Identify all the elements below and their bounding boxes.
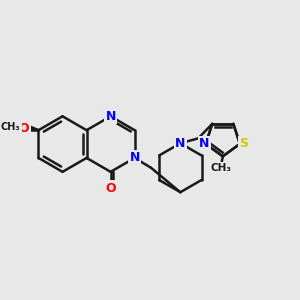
Text: N: N bbox=[130, 152, 140, 164]
Text: N: N bbox=[105, 110, 116, 123]
Text: O: O bbox=[105, 182, 116, 195]
Text: O: O bbox=[19, 122, 29, 135]
Text: O: O bbox=[19, 124, 30, 137]
Text: CH₃: CH₃ bbox=[211, 163, 232, 173]
Text: CH₃: CH₃ bbox=[1, 122, 21, 132]
Text: CH₃: CH₃ bbox=[4, 125, 25, 135]
Text: N: N bbox=[199, 137, 209, 150]
Text: N: N bbox=[175, 137, 185, 150]
Text: S: S bbox=[239, 137, 248, 150]
